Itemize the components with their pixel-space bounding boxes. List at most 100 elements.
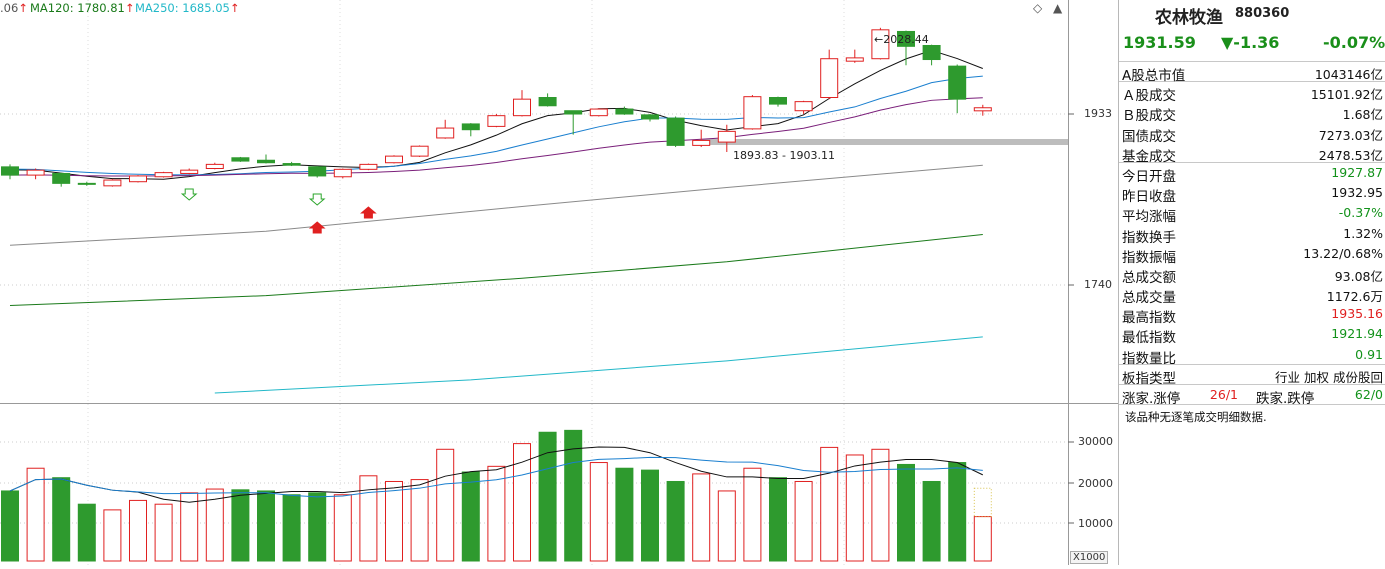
volume-bar [52, 477, 71, 562]
stats-label: A股总市值 [1122, 68, 1186, 84]
stats-value: 1172.6万 [1326, 289, 1383, 305]
price-axis-label-1933: 1933 [1084, 107, 1112, 120]
down-count-value: 62/0 [1354, 387, 1383, 402]
ma120-label: MA120: 1780.81↑ [30, 1, 135, 15]
volume-bar [564, 429, 583, 562]
candle-body [77, 182, 96, 185]
candle-body [845, 57, 864, 62]
stats-label: 指数量比 [1122, 350, 1176, 367]
stats-value: 15101.92亿 [1310, 87, 1383, 103]
volume-bar [845, 454, 864, 562]
volume-bar [333, 494, 352, 562]
candle-body [589, 108, 608, 117]
high-price-annotation: ←2028.44 [874, 33, 929, 46]
candle-body [615, 108, 634, 115]
volume-bar [231, 489, 250, 562]
volume-bar [205, 488, 224, 562]
volume-bar [641, 469, 659, 562]
candle-body [743, 96, 762, 130]
gap-band [702, 139, 1068, 145]
volume-bar [743, 467, 762, 562]
stats-label: 指数换手 [1122, 229, 1176, 246]
volume-axis-label-20000: 20000 [1078, 477, 1113, 490]
candle-body [205, 163, 224, 170]
kline-chart-area[interactable]: .06↑ MA120: 1780.81↑ MA250: 1685.05↑ ◇ ▲… [0, 0, 1118, 565]
stats-value: 1.32% [1343, 225, 1383, 241]
stats-table: A股总市值 1043146亿 Ａ股成交 15101.92亿 Ｂ股成交 1.68亿 国债成交 7… [1119, 62, 1385, 387]
candle-body [103, 179, 122, 187]
candle-body [154, 172, 173, 178]
candle-body [897, 30, 915, 47]
ma120-line [9, 234, 983, 307]
candle-body [922, 44, 941, 61]
candle-body [282, 163, 301, 166]
volume-bar [820, 446, 839, 562]
volume-bar [538, 431, 557, 562]
volume-bar [103, 509, 122, 562]
stats-value: 13.22/0.68% [1303, 245, 1383, 261]
volume-bar [308, 492, 327, 562]
stats-label: 最低指数 [1122, 330, 1176, 347]
volume-bar [461, 471, 480, 562]
stats-label: 今日开盘 [1122, 168, 1176, 185]
stats-value: 1927.87 [1331, 164, 1383, 180]
candle-body [641, 114, 659, 120]
volume-bar [769, 477, 787, 562]
down-count-label: 跌家.跌停 [1256, 391, 1315, 407]
diamond-icon[interactable]: ◇ [1033, 1, 1043, 15]
candle-body [359, 163, 378, 170]
volume-axis-label-30000: 30000 [1078, 435, 1113, 448]
volume-bar [666, 480, 685, 562]
ma60-line [9, 164, 983, 246]
panel-title: 农林牧渔 880360 [1119, 0, 1385, 28]
candle-body [231, 157, 250, 162]
stats-value: 1921.94 [1331, 326, 1383, 342]
volume-bar [180, 492, 199, 562]
quote-panel: 农林牧渔 880360 1931.59 ▼-1.36 -0.07% A股总市值 1… [1118, 0, 1385, 565]
stats-label: 国债成交 [1122, 128, 1176, 145]
volume-bar [359, 475, 378, 562]
stats-label: 总成交量 [1122, 290, 1176, 307]
stats-value: 1.68亿 [1342, 107, 1383, 123]
up-triangle-icon[interactable]: ▲ [1053, 1, 1063, 15]
candle-body [564, 110, 583, 115]
ma250-label: MA250: 1685.05↑ [135, 1, 240, 15]
volume-unit-label: X1000 [1070, 551, 1109, 564]
stats-row: 指数量比 0.91 [1119, 345, 1385, 367]
stats-row: 总成交额 93.08亿 [1119, 264, 1385, 286]
stats-value: 1935.16 [1331, 306, 1383, 322]
volume-bar [513, 443, 531, 562]
stats-row: 指数换手 1.32% [1119, 224, 1385, 246]
volume-forecast-box [973, 487, 992, 518]
candle-body [257, 159, 275, 164]
stats-value: -0.37% [1338, 205, 1383, 221]
candle-body [538, 97, 557, 107]
stats-row: 国债成交 7273.03亿 [1119, 123, 1385, 145]
breadth-row: 涨家.涨停 26/1 跌家.跌停 62/0 [1119, 385, 1385, 407]
volume-bar [77, 503, 96, 562]
candle-body [410, 145, 429, 157]
stats-label: 板指类型 [1122, 370, 1176, 387]
candle-body [692, 139, 711, 146]
index-code: 880360 [1235, 6, 1290, 21]
stats-row: 指数振幅 13.22/0.68% [1119, 244, 1385, 266]
ma-prev-label: .06↑ [0, 1, 28, 15]
buy-signal-arrow [308, 221, 326, 234]
sell-signal-arrow [180, 188, 198, 201]
volume-bar [794, 480, 813, 562]
stats-value: 1043146亿 [1314, 67, 1383, 82]
ma250-line [214, 336, 983, 394]
sell-signal-arrow [308, 193, 326, 206]
candle-body [820, 58, 839, 99]
stats-label: Ａ股成交 [1122, 88, 1176, 105]
candle-body [666, 117, 685, 146]
candle-body [717, 130, 736, 143]
stats-row: 基金成交 2478.53亿 [1119, 143, 1385, 165]
index-change-pct: -0.07% [1323, 33, 1385, 52]
kline-chart-svg[interactable] [0, 0, 1118, 565]
volume-bar [410, 479, 429, 562]
price-axis-label-1740: 1740 [1084, 278, 1112, 291]
panel-quote: 1931.59 ▼-1.36 -0.07% [1119, 28, 1385, 62]
volume-bar [589, 462, 608, 562]
stats-label: 基金成交 [1122, 148, 1176, 165]
